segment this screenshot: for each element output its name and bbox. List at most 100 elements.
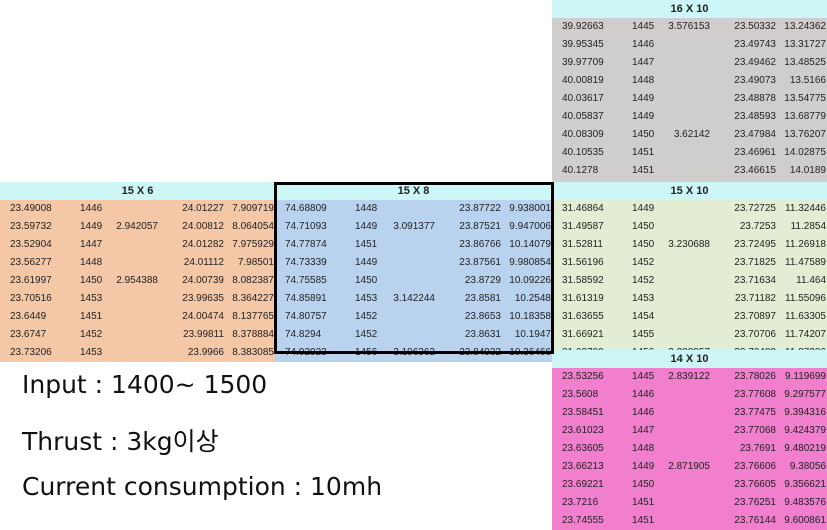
table-row: 23.56277 1448 24.01112 7.98501 — [0, 254, 275, 272]
table-cell: 1449 — [632, 203, 655, 214]
table-title: 16 X 10 — [552, 0, 827, 18]
table-cell: 23.8729 — [464, 275, 501, 286]
table-cell: 23.49462 — [734, 57, 776, 68]
table-cell: 74.85891 — [285, 293, 327, 304]
table-row: 31.56196 1452 23.71825 11.47589 — [552, 254, 827, 272]
table-cell: 39.97709 — [562, 57, 604, 68]
table-cell: 10.36466 — [509, 347, 551, 358]
table-cell: 3.230688 — [668, 239, 710, 250]
table-cell: 23.72725 — [734, 203, 776, 214]
table-row: 23.70516 1453 23.99635 8.364227 — [0, 290, 275, 308]
table-cell: 9.600861 — [784, 515, 826, 526]
table-cell: 23.8631 — [464, 329, 501, 340]
table-cell: 31.66921 — [562, 329, 604, 340]
table-cell: 14.0189 — [789, 165, 826, 176]
table-cell: 13.76207 — [784, 129, 826, 140]
table-cell: 23.46961 — [734, 147, 776, 158]
table-cell: 23.5608 — [562, 389, 599, 400]
table-cell: 1447 — [632, 57, 655, 68]
table-cell: 24.01112 — [183, 257, 224, 268]
table-cell: 1451 — [80, 311, 103, 322]
table-cell: 40.08309 — [562, 129, 604, 140]
table-title: 15 X 10 — [552, 182, 827, 200]
table-row: 31.63655 1454 23.70897 11.63305 — [552, 308, 827, 326]
table-cell: 74.8294 — [285, 329, 322, 340]
table-row: 23.49008 1446 24.01227 7.909719 — [0, 200, 275, 218]
table-row: 23.66213 1449 2.871905 23.76606 9.38056 — [552, 458, 827, 476]
table-cell: 23.6449 — [10, 311, 47, 322]
table-cell: 1449 — [632, 461, 655, 472]
table-cell: 9.938001 — [509, 203, 551, 214]
table-cell: 8.082387 — [232, 275, 274, 286]
table-row: 74.85891 1453 3.142244 23.8581 10.2548 — [275, 290, 552, 308]
table-cell: 23.70706 — [734, 329, 776, 340]
table-row: 74.68809 1448 23.87722 9.938001 — [275, 200, 552, 218]
table-row: 40.10535 1451 23.46961 14.02875 — [552, 144, 827, 162]
table-row: 23.61023 1447 23.77068 9.424379 — [552, 422, 827, 440]
table-cell: 2.954388 — [116, 275, 158, 286]
table-row: 39.97709 1447 23.49462 13.48525 — [552, 54, 827, 72]
table-row: 74.75585 1450 23.8729 10.09226 — [275, 272, 552, 290]
table-cell: 2.839122 — [668, 371, 710, 382]
table-cell: 10.2548 — [514, 293, 551, 304]
table-cell: 31.56196 — [562, 257, 604, 268]
table-row: 23.52904 1447 24.01282 7.975929 — [0, 236, 275, 254]
table-cell: 23.99635 — [182, 293, 224, 304]
table-cell: 1453 — [355, 293, 378, 304]
table-cell: 24.00474 — [182, 311, 224, 322]
table-row: 31.66921 1455 23.70706 11.74207 — [552, 326, 827, 344]
table-cell: 1450 — [632, 239, 655, 250]
table-row: 23.61997 1450 2.954388 24.00739 8.082387 — [0, 272, 275, 290]
table-cell: 1446 — [632, 39, 655, 50]
table-row: 74.8294 1452 23.8631 10.1947 — [275, 326, 552, 344]
table-cell: 31.49587 — [562, 221, 604, 232]
table-row: 23.73206 1453 23.9966 8.383085 — [0, 344, 275, 362]
table-cell: 23.53256 — [562, 371, 604, 382]
table-body: 23.53256 1445 2.839122 23.78026 9.119699 23.5… — [552, 368, 827, 530]
table-cell: 24.01227 — [182, 203, 224, 214]
table-cell: 23.6747 — [10, 329, 47, 340]
table-cell: 1450 — [632, 129, 655, 140]
table-row: 31.49587 1450 23.7253 11.2854 — [552, 218, 827, 236]
table-cell: 1446 — [80, 203, 103, 214]
table-cell: 9.947006 — [509, 221, 551, 232]
table-cell: 9.38056 — [789, 461, 826, 472]
table-body: 23.49008 1446 24.01227 7.909719 23.59732 1449… — [0, 200, 275, 362]
table-row: 39.95345 1446 23.49743 13.31727 — [552, 36, 827, 54]
table-row: 23.53256 1445 2.839122 23.78026 9.119699 — [552, 368, 827, 386]
table-cell: 31.63655 — [562, 311, 604, 322]
table-cell: 1452 — [355, 311, 378, 322]
table-cell: 1447 — [632, 425, 655, 436]
table-row: 23.58451 1446 23.77475 9.394316 — [552, 404, 827, 422]
table-cell: 23.48593 — [734, 111, 776, 122]
table-row: 23.74555 1451 23.76144 9.600861 — [552, 512, 827, 530]
table-cell: 1451 — [632, 515, 655, 526]
table-cell: 23.7253 — [739, 221, 776, 232]
table-cell: 23.73206 — [10, 347, 52, 358]
table-cell: 23.87561 — [459, 257, 501, 268]
table-title: 14 X 10 — [552, 350, 827, 368]
table-cell: 1448 — [80, 257, 103, 268]
table-cell: 23.77608 — [734, 389, 776, 400]
table-cell: 13.54775 — [784, 93, 826, 104]
table-cell: 24.01282 — [182, 239, 224, 250]
spec-thrust: Thrust : 3kg이상 — [22, 427, 219, 456]
table-cell: 1445 — [632, 371, 655, 382]
table-cell: 1448 — [355, 203, 378, 214]
table-cell: 2.871905 — [668, 461, 710, 472]
table-cell: 11.55096 — [785, 293, 826, 304]
table-cell: 23.47984 — [734, 129, 776, 140]
table-row: 31.58592 1452 23.71634 11.464 — [552, 272, 827, 290]
table-cell: 10.1947 — [514, 329, 551, 340]
table-row: 74.92923 1456 3.196362 23.84932 10.36466 — [275, 344, 552, 362]
table-cell: 24.00739 — [182, 275, 224, 286]
table-cell: 23.46615 — [734, 165, 776, 176]
table-cell: 23.7216 — [562, 497, 599, 508]
table-cell: 74.77874 — [285, 239, 327, 250]
table-cell: 1446 — [632, 389, 655, 400]
table-cell: 1449 — [355, 257, 378, 268]
table-cell: 9.480219 — [784, 443, 826, 454]
table-cell: 1452 — [632, 275, 655, 286]
table-cell: 1451 — [632, 497, 655, 508]
table-16x10: 16 X 10 39.92663 1445 3.576153 23.50332 13.2… — [552, 0, 827, 198]
